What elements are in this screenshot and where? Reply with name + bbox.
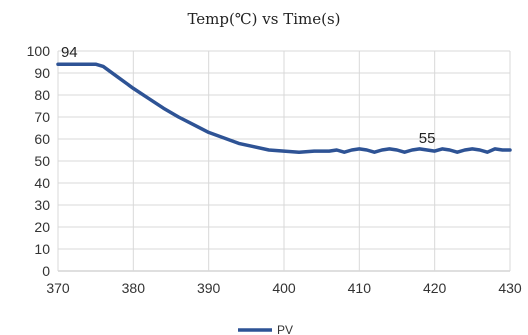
gridlines bbox=[57, 50, 511, 272]
y-tick-label: 100 bbox=[27, 43, 51, 59]
y-tick-label: 0 bbox=[42, 263, 50, 279]
legend-label-pv: PV bbox=[277, 323, 293, 335]
x-tick-label: 420 bbox=[423, 280, 447, 296]
legend: PV bbox=[238, 323, 293, 335]
y-tick-label: 30 bbox=[34, 197, 50, 213]
data-label-94: 94 bbox=[61, 44, 78, 61]
x-axis-ticks: 370 380 390 400 410 420 430 bbox=[46, 280, 522, 296]
y-tick-label: 80 bbox=[34, 87, 50, 103]
series-line-pv bbox=[56, 62, 512, 154]
y-tick-label: 60 bbox=[34, 131, 50, 147]
x-tick-label: 400 bbox=[272, 280, 296, 296]
x-tick-label: 370 bbox=[46, 280, 70, 296]
y-tick-label: 10 bbox=[34, 241, 50, 257]
x-tick-label: 410 bbox=[348, 280, 372, 296]
y-tick-label: 40 bbox=[34, 175, 50, 191]
x-tick-label: 430 bbox=[498, 280, 522, 296]
y-tick-label: 90 bbox=[34, 65, 50, 81]
annotations: 94 55 bbox=[61, 44, 436, 147]
x-tick-label: 380 bbox=[122, 280, 146, 296]
y-tick-label: 50 bbox=[34, 153, 50, 169]
y-axis-ticks: 0 10 20 30 40 50 60 70 80 90 100 bbox=[27, 43, 51, 279]
series-layer bbox=[56, 62, 512, 154]
x-tick-label: 390 bbox=[197, 280, 221, 296]
y-tick-label: 70 bbox=[34, 109, 50, 125]
data-label-55: 55 bbox=[419, 130, 436, 147]
chart-title: Temp(℃) vs Time(s) bbox=[187, 10, 340, 28]
y-tick-label: 20 bbox=[34, 219, 50, 235]
